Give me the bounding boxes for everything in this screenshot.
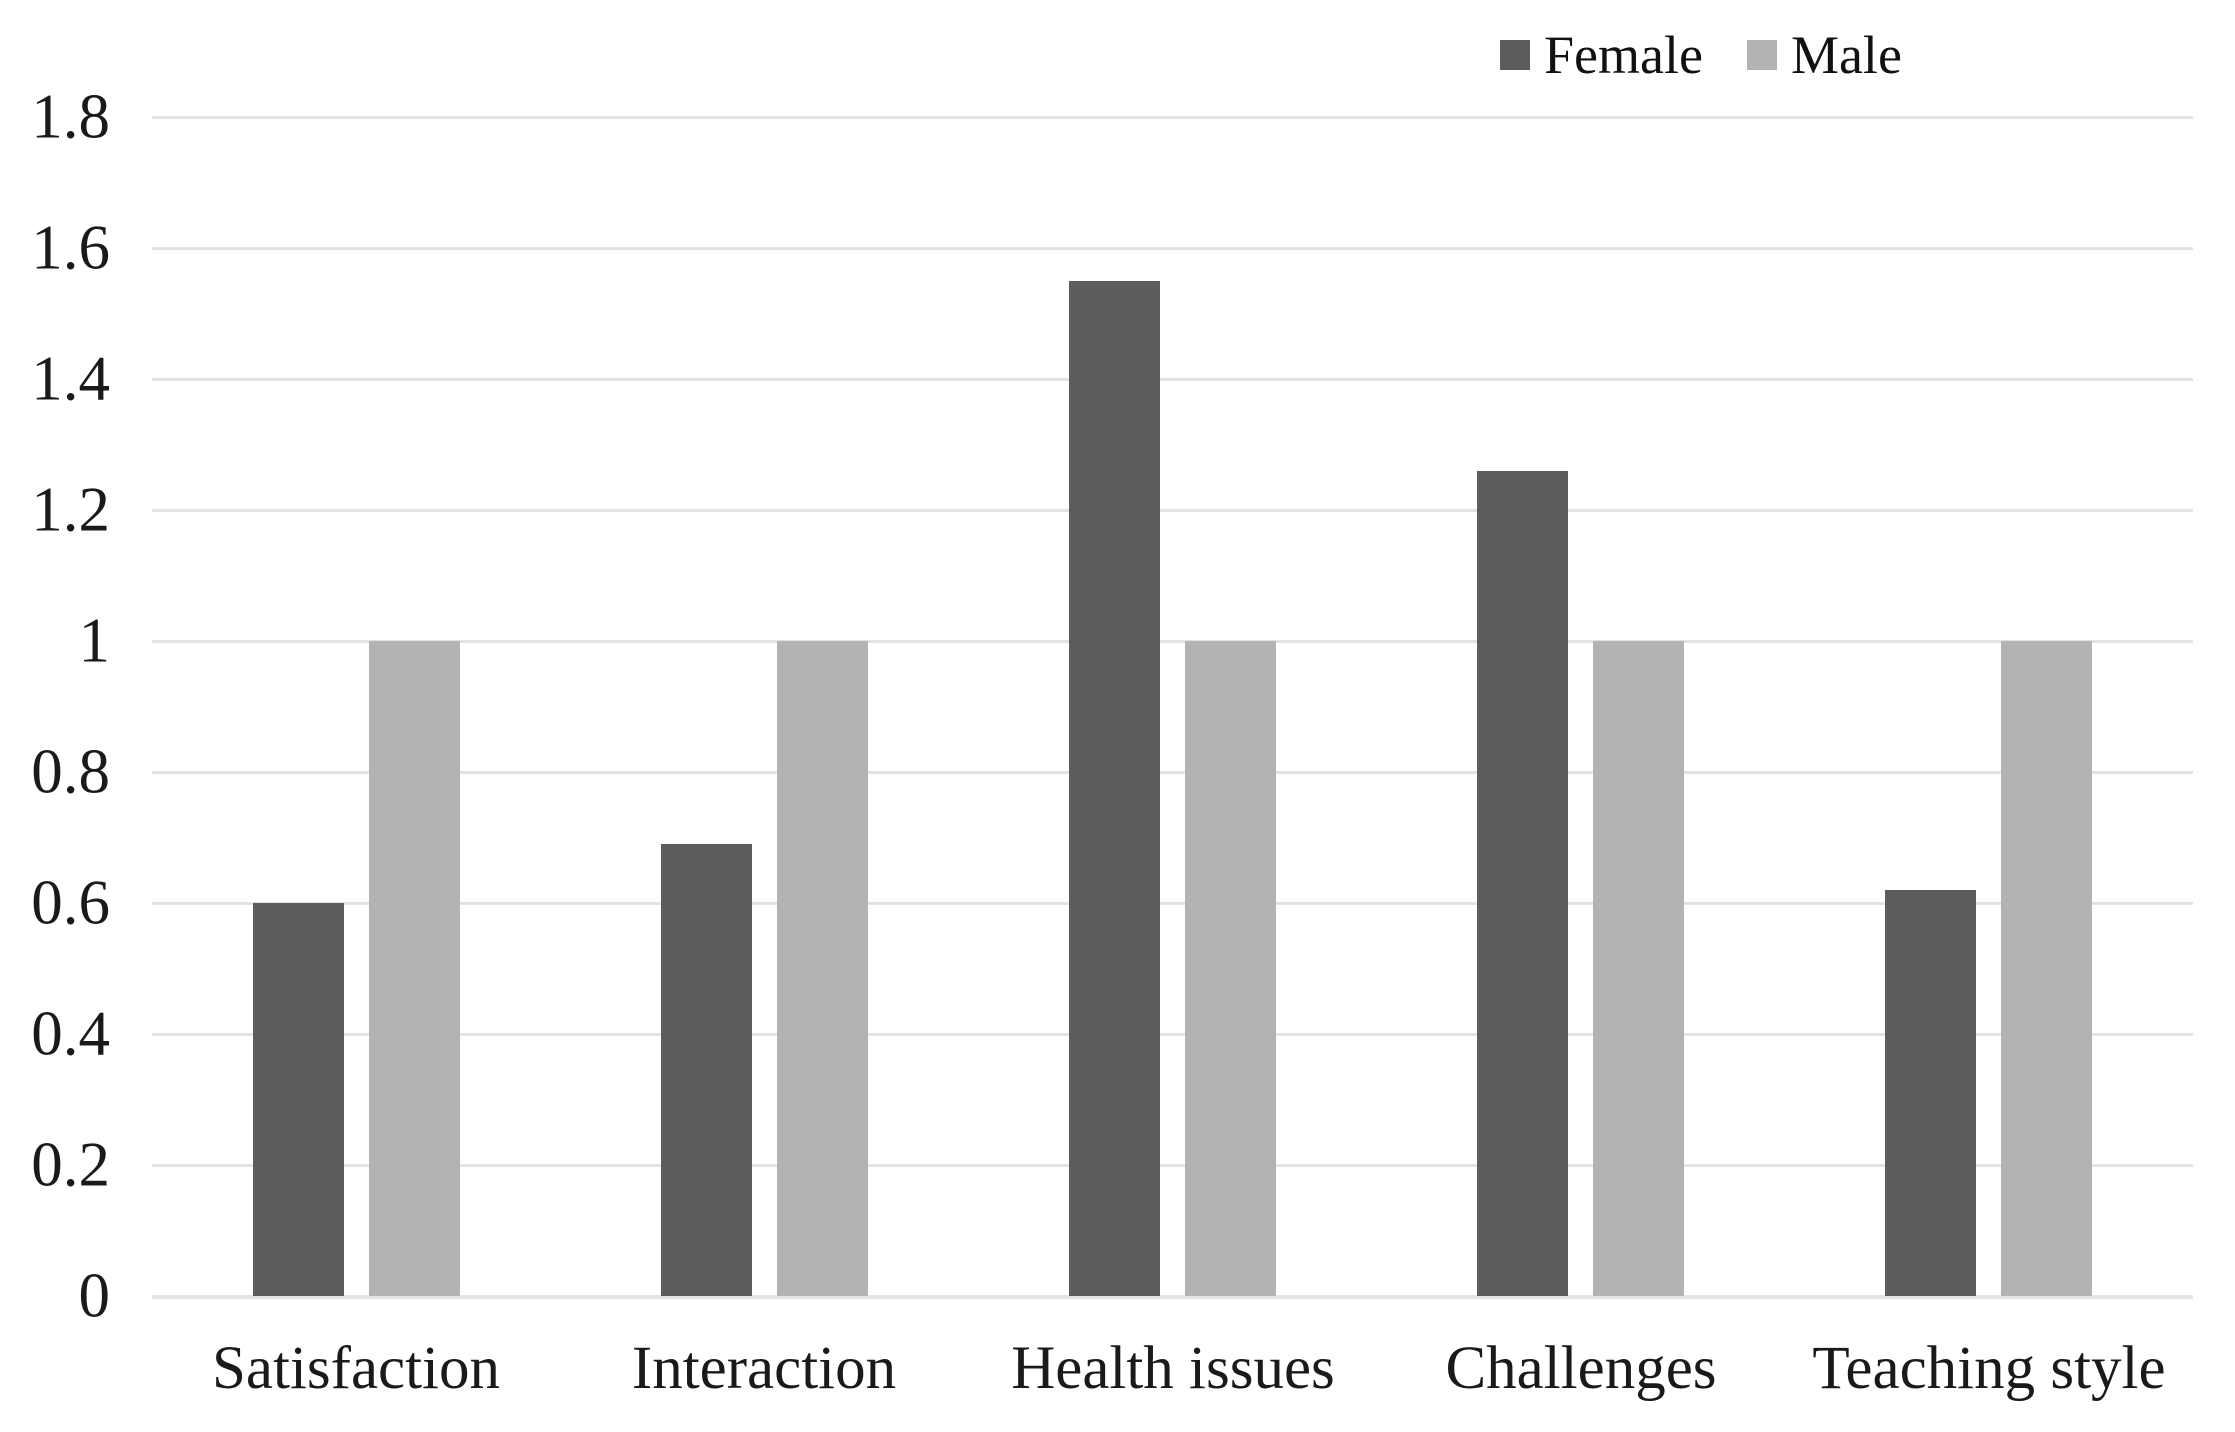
x-axis-label-satisfaction: Satisfaction [212,1335,500,1402]
bar-female-challenges [1477,471,1568,1296]
bar-female-teaching-style [1885,890,1976,1296]
legend-swatch-male [1746,40,1777,70]
gridline-1 [152,640,2193,643]
y-axis-tick-1.6: 1.6 [31,212,110,283]
x-axis-label-challenges: Challenges [1445,1335,1717,1402]
bar-female-interaction [661,844,752,1296]
legend-label-female: Female [1544,25,1703,85]
gridline-0.6 [152,902,2193,905]
gridline-0 [152,1295,2193,1299]
legend-label-male: Male [1790,25,1902,85]
y-axis-tick-1.8: 1.8 [31,81,110,152]
bar-male-satisfaction [369,641,460,1296]
legend-swatch-female [1500,40,1530,70]
bar-female-health-issues [1069,281,1160,1296]
x-axis-label-teaching-style: Teaching style [1812,1335,2166,1402]
y-axis-tick-0.8: 0.8 [31,736,110,807]
chart-legend: Female Male [1500,28,1902,82]
gridline-0.2 [152,1164,2193,1167]
y-axis-tick-0.2: 0.2 [31,1129,110,1200]
y-axis-tick-1.4: 1.4 [31,343,110,414]
legend-item-female: Female [1500,28,1703,82]
y-axis-tick-1: 1 [78,605,111,676]
x-axis-label-interaction: Interaction [631,1335,897,1402]
gridline-1.6 [152,247,2193,250]
bar-male-interaction [777,641,868,1296]
bar-male-health-issues [1185,641,1276,1296]
gridline-1.2 [152,509,2193,512]
gridline-1.4 [152,378,2193,381]
gridline-0.8 [152,771,2193,774]
legend-item-male: Male [1746,25,1902,85]
bar-female-satisfaction [253,903,344,1296]
x-axis-label-health-issues: Health issues [1011,1335,1335,1402]
y-axis-tick-0.6: 0.6 [31,867,110,938]
y-axis-tick-1.2: 1.2 [31,474,110,545]
bar-male-challenges [1593,641,1684,1296]
gridline-0.4 [152,1033,2193,1036]
bar-male-teaching-style [2001,641,2092,1296]
y-axis-tick-0.4: 0.4 [31,998,110,1069]
gridline-1.8 [152,116,2193,119]
y-axis-tick-0: 0 [78,1260,111,1331]
